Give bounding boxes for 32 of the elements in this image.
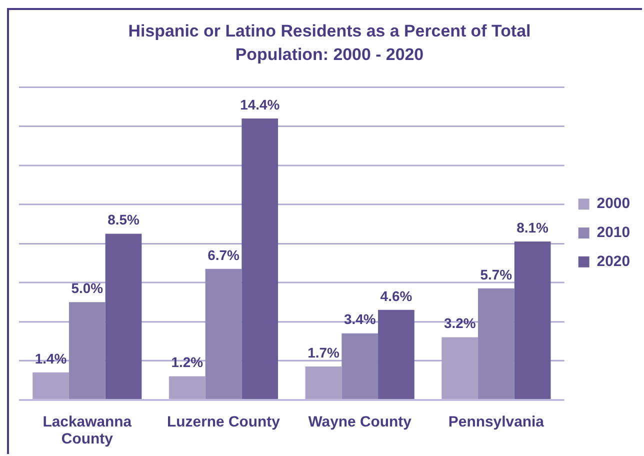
data-label: 3.2%	[444, 315, 476, 332]
bar	[205, 268, 242, 399]
data-label: 1.4%	[34, 350, 68, 366]
data-label: 14.4%	[240, 96, 280, 112]
data-label: 8.5%	[108, 212, 140, 228]
bar	[305, 366, 342, 399]
bar	[342, 333, 378, 399]
data-label: 5.0%	[71, 280, 104, 296]
data-label: 5.7%	[480, 266, 513, 282]
x-tick-label: Wayne County	[308, 413, 412, 430]
data-label: 6.7%	[208, 246, 240, 263]
data-label: 1.2%	[171, 354, 204, 370]
legend-label: 2000	[596, 195, 630, 212]
data-label: 1.7%	[308, 344, 340, 360]
x-tick-label: Pennsylvania	[448, 413, 545, 430]
bar	[514, 242, 551, 399]
data-label: 4.6%	[380, 288, 413, 304]
legend-label: 2010	[596, 224, 630, 242]
chart-title: Hispanic or Latino Residents as a Percent of Total Population: 2000 - 2020	[128, 21, 531, 64]
bar	[442, 337, 478, 399]
x-tick-label: Lackawanna County	[42, 413, 132, 448]
bar	[32, 372, 69, 399]
x-tick-label: Luzerne County	[167, 413, 281, 430]
bar	[378, 310, 414, 399]
bar	[68, 302, 106, 399]
bar	[242, 118, 278, 399]
data-label: 8.1%	[516, 219, 550, 236]
bar	[105, 234, 142, 399]
data-label: 3.4%	[344, 311, 376, 328]
legend-label: 2020	[596, 252, 630, 270]
bar	[168, 376, 206, 399]
bar	[478, 288, 514, 399]
